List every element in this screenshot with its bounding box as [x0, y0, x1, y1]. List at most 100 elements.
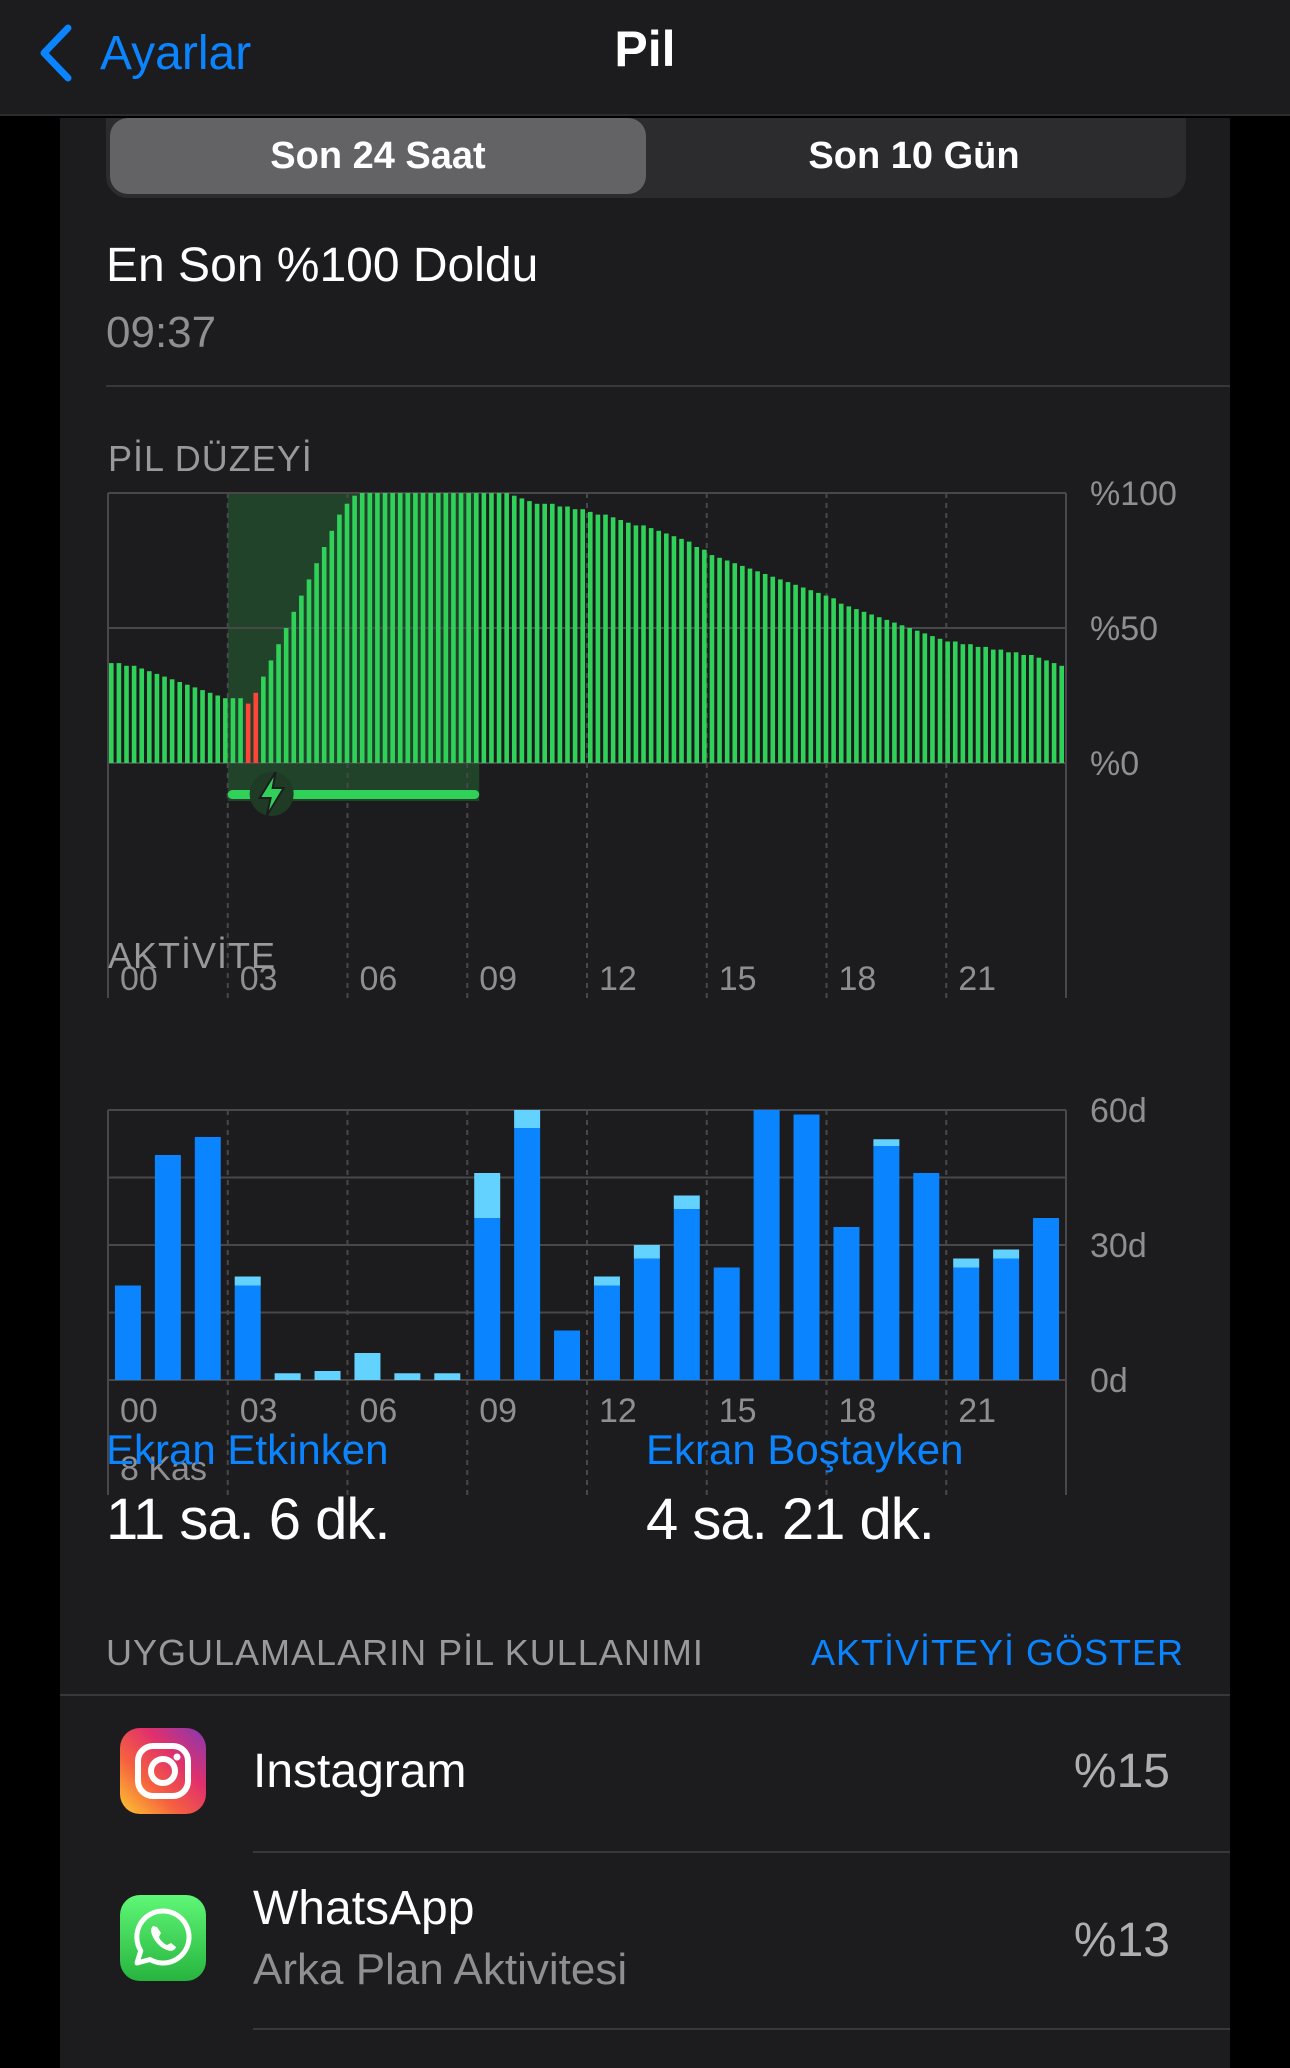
battery-bar [230, 698, 236, 763]
battery-bar [534, 503, 540, 763]
divider [253, 1851, 1230, 1853]
battery-bar [648, 528, 654, 763]
battery-bar [778, 579, 783, 763]
x-tick-label: 15 [719, 1392, 757, 1430]
activity-bar-screen-on [793, 1114, 820, 1380]
battery-bar [565, 506, 570, 763]
x-tick-label: 21 [958, 1392, 996, 1430]
app-percent: %13 [1073, 1914, 1170, 1967]
battery-bar [869, 614, 874, 763]
battery-bar [504, 493, 509, 763]
activity-bar-screen-off [993, 1249, 1020, 1259]
x-tick-label: 03 [240, 1392, 278, 1430]
last-charge-time: 09:37 [106, 308, 217, 357]
battery-bar [580, 509, 585, 763]
x-tick-label: 09 [479, 960, 517, 998]
battery-bar [907, 628, 912, 763]
battery-bar [1006, 652, 1011, 763]
battery-bar [633, 525, 639, 763]
battery-bar [359, 493, 365, 763]
battery-bar [1036, 657, 1042, 763]
activity-bar-screen-on [913, 1173, 940, 1380]
x-tick-label: 09 [479, 1392, 517, 1430]
battery-bar [1044, 660, 1049, 763]
activity-bar-screen-on [673, 1209, 700, 1380]
battery-bar [268, 660, 274, 763]
battery-bar [960, 644, 966, 763]
app-name: Instagram [253, 1745, 467, 1798]
battery-bar [641, 525, 646, 763]
battery-bar [717, 557, 722, 763]
activity-bar-screen-on [713, 1267, 740, 1380]
activity-bar-screen-on [833, 1227, 860, 1380]
activity-bar-screen-off [514, 1110, 541, 1128]
battery-bar [838, 603, 844, 763]
battery-bar [572, 509, 578, 763]
app-battery-usage-header: UYGULAMALARIN PİL KULLANIMI [106, 1632, 704, 1673]
x-tick-label: 21 [958, 960, 996, 998]
battery-bar [169, 679, 175, 763]
battery-bar [352, 495, 357, 763]
segment-last-24-hours[interactable]: Son 24 Saat [110, 118, 646, 194]
battery-bar [367, 493, 373, 763]
x-tick-label: 00 [120, 960, 158, 998]
segment-last-10-days[interactable]: Son 10 Gün [808, 134, 1020, 177]
battery-bar [983, 646, 988, 763]
battery-bar [816, 592, 821, 763]
activity-bar-screen-off [234, 1276, 261, 1286]
battery-bar [952, 641, 958, 763]
battery-bar [968, 644, 973, 763]
battery-bar [337, 514, 342, 763]
battery-bar [686, 541, 692, 763]
battery-bar [930, 636, 935, 763]
battery-bar [207, 692, 213, 763]
y-tick-label: %50 [1090, 610, 1158, 648]
battery-bar [747, 568, 753, 763]
activity-bar-screen-off [434, 1373, 461, 1380]
battery-bar [238, 698, 243, 763]
battery-bar [724, 560, 730, 763]
battery-bar [831, 598, 836, 763]
battery-bar [291, 611, 297, 763]
activity-bar-screen-on [873, 1146, 900, 1380]
back-button[interactable]: Ayarlar [36, 18, 251, 88]
x-tick-label: 00 [120, 1392, 158, 1430]
show-activity-button[interactable]: AKTİVİTEYİ GÖSTER [810, 1632, 1184, 1673]
battery-bar [109, 663, 114, 763]
battery-bar [800, 587, 806, 763]
battery-bar [899, 625, 905, 763]
battery-bar [276, 644, 281, 763]
activity-bar-screen-off [633, 1245, 660, 1259]
battery-bar [162, 676, 167, 763]
battery-bar [557, 506, 563, 763]
battery-bar [527, 501, 532, 763]
battery-bar [808, 590, 814, 763]
battery-bar [253, 692, 259, 763]
battery-bar [420, 493, 426, 763]
app-name: WhatsApp [253, 1882, 475, 1935]
battery-bar [314, 563, 319, 763]
battery-bar [192, 687, 198, 763]
battery-bar [846, 606, 852, 763]
y-tick-label: %100 [1090, 478, 1177, 513]
activity-bar-screen-on [953, 1267, 980, 1380]
battery-bar [428, 493, 433, 763]
activity-bar-screen-on [1033, 1218, 1060, 1380]
instagram-icon [120, 1728, 206, 1814]
y-tick-label: 0d [1090, 1362, 1128, 1400]
battery-bar [382, 493, 388, 763]
activity-bar-screen-on [194, 1137, 221, 1380]
activity-bar-screen-on [474, 1218, 501, 1380]
x-tick-label: 18 [839, 960, 877, 998]
y-tick-label: %0 [1090, 745, 1139, 783]
divider [106, 385, 1230, 387]
battery-bar [732, 563, 738, 763]
x-tick-label: 18 [839, 1392, 877, 1430]
battery-bar [245, 703, 251, 763]
app-row-whatsapp[interactable]: WhatsApp Arka Plan Aktivitesi %13 [60, 1853, 1230, 2028]
app-row-instagram[interactable]: Instagram %15 [60, 1696, 1230, 1851]
battery-bar [595, 514, 601, 763]
battery-bar [603, 514, 608, 763]
date-label: 8 Kas [120, 1450, 207, 1488]
back-label: Ayarlar [100, 26, 252, 80]
